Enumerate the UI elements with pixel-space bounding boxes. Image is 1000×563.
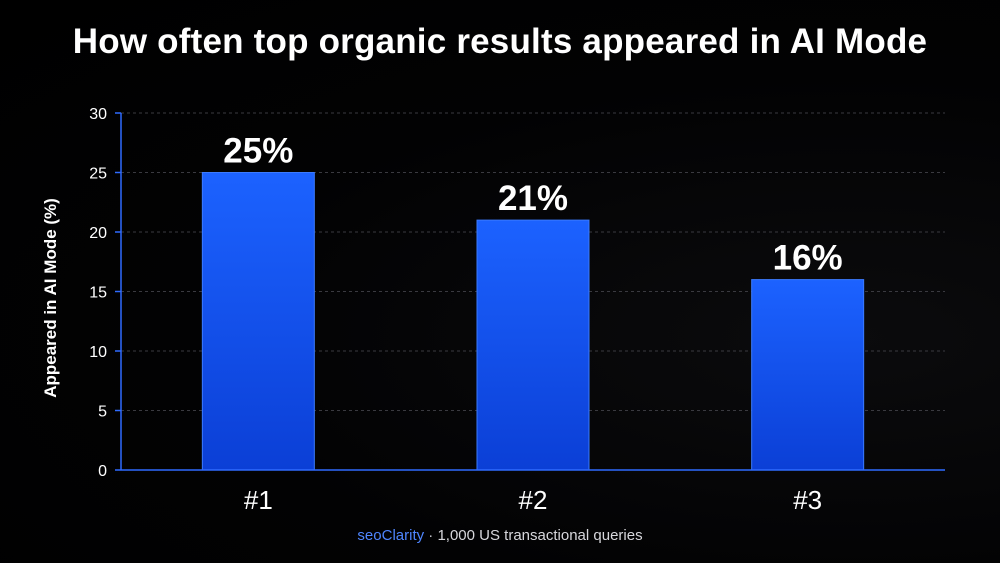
chart-title: How often top organic results appeared i… (72, 22, 928, 61)
y-tick-label: 20 (89, 225, 107, 242)
y-tick-label: 0 (98, 463, 107, 480)
chart-source-note: seoClarity · 1,000 US transactional quer… (0, 527, 1000, 544)
axes (115, 112, 945, 471)
bar (751, 279, 865, 471)
y-tick-label: 25 (89, 166, 107, 183)
labels: 0 5 10 15 20 25 30 25% #1 21% #2 16% #3 (89, 106, 842, 515)
x-tick-label: #3 (793, 485, 822, 515)
bar-data-label: 25% (223, 132, 293, 171)
y-tick-label: 10 (89, 344, 107, 361)
bar (476, 219, 590, 471)
source-brand: seoClarity (357, 527, 425, 544)
bar-data-label: 21% (498, 179, 568, 218)
x-tick-label: #2 (519, 485, 548, 515)
bar-data-label: 16% (773, 239, 843, 278)
y-axis-title: Appeared in AI Mode (%) (41, 198, 60, 398)
y-tick-label: 30 (89, 106, 107, 123)
bars (201, 172, 865, 471)
y-tick-label: 5 (98, 404, 107, 421)
y-tick-label: 15 (89, 285, 107, 302)
x-tick-label: #1 (244, 485, 273, 515)
source-separator: · (428, 527, 434, 544)
source-text: 1,000 US transactional queries (437, 527, 643, 544)
bar (201, 172, 315, 471)
